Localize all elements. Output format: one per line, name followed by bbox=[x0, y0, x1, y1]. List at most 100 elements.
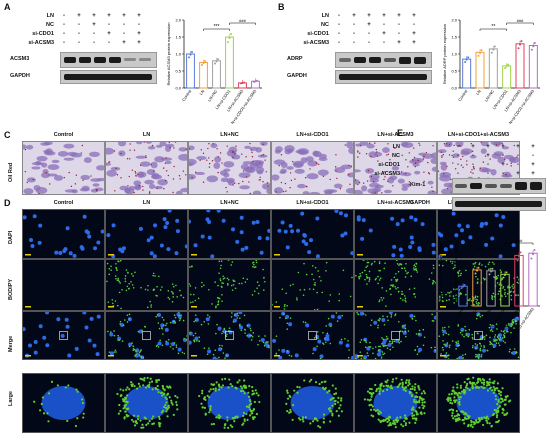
cell bbox=[307, 173, 319, 179]
lipid-droplet bbox=[282, 288, 284, 290]
lipid-droplet bbox=[215, 305, 217, 307]
lipid-droplet bbox=[194, 341, 196, 343]
lipid-droplet bbox=[412, 407, 414, 409]
treatment-sign: - bbox=[512, 162, 524, 168]
lipid-droplet bbox=[107, 331, 109, 333]
nucleus bbox=[106, 233, 110, 237]
lipid-droplet bbox=[380, 277, 382, 279]
lipid-droplet bbox=[313, 289, 315, 291]
nucleus bbox=[346, 343, 350, 347]
lipid-droplet bbox=[257, 394, 259, 396]
lipid-droplet bbox=[405, 263, 407, 265]
lipid-droplet bbox=[432, 191, 433, 192]
lipid-droplet bbox=[159, 425, 161, 427]
oil-red-label: Oil Red bbox=[8, 163, 14, 182]
nucleus bbox=[290, 229, 294, 233]
lipid-droplet bbox=[150, 378, 152, 380]
lipid-droplet bbox=[201, 390, 203, 392]
lipid-droplet bbox=[418, 407, 420, 409]
nucleus bbox=[153, 223, 157, 227]
lipid-droplet bbox=[432, 145, 433, 146]
lipid-droplet bbox=[246, 176, 247, 177]
cell bbox=[439, 175, 451, 182]
treatment-sign: + bbox=[133, 13, 145, 19]
lipid-droplet bbox=[264, 159, 265, 160]
treatment-sign: - bbox=[58, 13, 70, 19]
lipid-droplet bbox=[401, 291, 403, 293]
lipid-droplet bbox=[292, 419, 294, 421]
lipid-droplet bbox=[171, 402, 173, 404]
lipid-droplet bbox=[472, 426, 474, 428]
lipid-droplet bbox=[244, 332, 246, 334]
lipid-droplet bbox=[415, 296, 417, 298]
nucleus bbox=[163, 217, 167, 221]
nucleus bbox=[87, 235, 91, 239]
nucleus bbox=[495, 213, 499, 217]
lipid-droplet bbox=[364, 398, 366, 400]
lipid-droplet bbox=[364, 279, 366, 281]
cell bbox=[257, 170, 264, 174]
nucleus bbox=[208, 386, 252, 420]
lipid-droplet bbox=[413, 414, 415, 416]
lipid-droplet bbox=[382, 390, 384, 392]
data-point bbox=[490, 271, 492, 273]
lipid-droplet bbox=[178, 353, 180, 355]
lipid-droplet bbox=[502, 412, 504, 414]
lipid-droplet bbox=[443, 173, 444, 174]
lipid-droplet bbox=[286, 410, 288, 412]
lipid-droplet bbox=[501, 387, 503, 389]
lipid-droplet bbox=[123, 324, 125, 326]
lipid-droplet bbox=[415, 417, 417, 419]
sig-label: ### bbox=[517, 18, 524, 23]
lipid-droplet bbox=[469, 382, 471, 384]
lipid-droplet bbox=[115, 300, 117, 302]
nucleus bbox=[206, 210, 210, 212]
lipid-droplet bbox=[233, 284, 235, 286]
lipid-droplet bbox=[291, 355, 293, 357]
lipid-droplet bbox=[67, 384, 69, 386]
lipid-droplet bbox=[398, 291, 400, 293]
x-tick-label: LN+NC bbox=[207, 89, 219, 103]
lipid-droplet bbox=[231, 385, 233, 387]
lipid-droplet bbox=[132, 383, 134, 385]
y-tick-label: 1.5 bbox=[447, 238, 453, 243]
lipid-droplet bbox=[201, 324, 203, 326]
column-label: LN bbox=[105, 132, 188, 138]
nucleus bbox=[382, 341, 386, 345]
lipid-droplet bbox=[495, 409, 497, 411]
lipid-droplet bbox=[137, 418, 139, 420]
lipid-droplet bbox=[286, 323, 288, 325]
fluorescence-image bbox=[354, 373, 437, 433]
lipid-droplet bbox=[458, 417, 460, 419]
lipid-droplet bbox=[142, 384, 144, 386]
lipid-droplet bbox=[329, 407, 331, 409]
lipid-droplet bbox=[402, 386, 404, 388]
data-point bbox=[256, 80, 258, 82]
lipid-droplet bbox=[323, 414, 325, 416]
lipid-droplet bbox=[135, 171, 136, 172]
cell bbox=[223, 169, 230, 172]
lipid-droplet bbox=[444, 143, 445, 144]
lipid-droplet bbox=[477, 381, 479, 383]
lipid-droplet bbox=[217, 297, 219, 299]
fluorescence-image bbox=[271, 209, 354, 259]
treatment-sign: - bbox=[467, 171, 479, 177]
cell bbox=[63, 144, 74, 149]
lipid-droplet bbox=[158, 416, 160, 418]
nucleus bbox=[261, 338, 265, 342]
lipid-droplet bbox=[142, 357, 144, 359]
lipid-droplet bbox=[132, 275, 134, 277]
lipid-droplet bbox=[249, 414, 251, 416]
treatment-sign: + bbox=[497, 144, 509, 150]
cell bbox=[334, 167, 345, 173]
lipid-droplet bbox=[241, 153, 242, 154]
cell bbox=[318, 169, 329, 175]
lipid-droplet bbox=[334, 403, 336, 405]
lipid-droplet bbox=[256, 413, 258, 415]
lipid-droplet bbox=[201, 286, 203, 288]
lipid-droplet bbox=[405, 336, 407, 338]
y-axis-label: Relative ADRP protein expression bbox=[442, 24, 447, 84]
lipid-droplet bbox=[236, 317, 238, 319]
treatment-sign: + bbox=[482, 153, 494, 159]
lipid-droplet bbox=[266, 341, 268, 343]
